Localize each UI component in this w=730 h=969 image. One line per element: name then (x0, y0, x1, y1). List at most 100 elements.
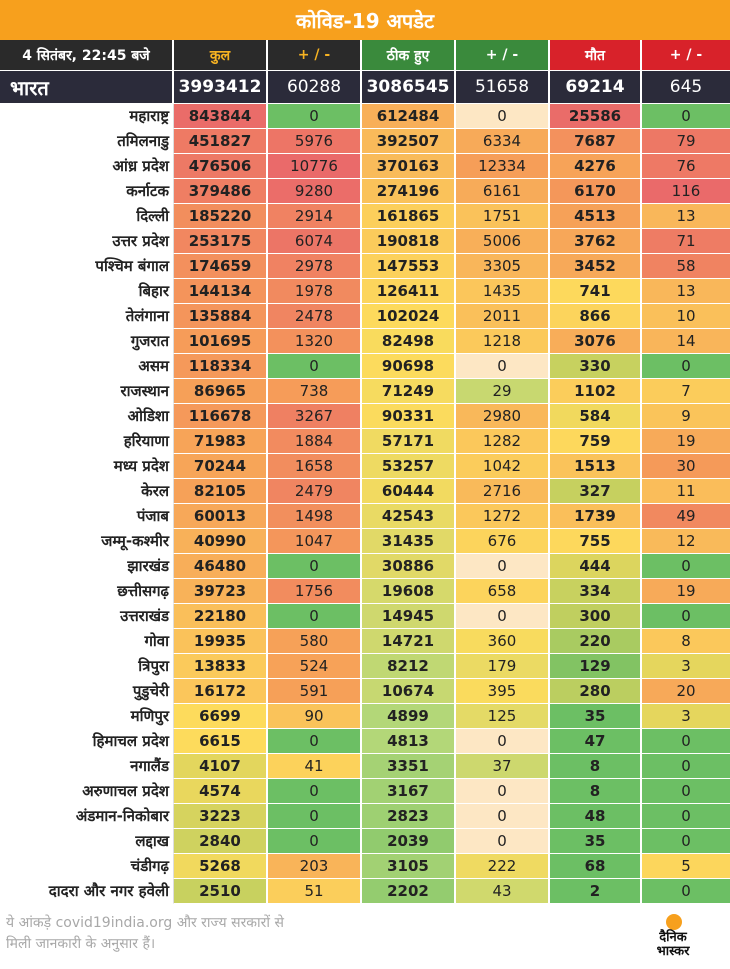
state-total: 60013 (174, 504, 268, 529)
state-deaths: 220 (550, 629, 642, 654)
col-recovered-header: ठीक हुए (362, 40, 456, 71)
state-deaths-change: 7 (642, 379, 730, 404)
national-row: भारत 3993412 60288 3086545 51658 69214 6… (0, 71, 730, 104)
state-recovered-change: 1272 (456, 504, 550, 529)
table-row: उत्तराखंड 22180 0 14945 0 300 0 (0, 604, 730, 629)
state-total-change: 3267 (268, 404, 362, 429)
table-row: हरियाणा 71983 1884 57171 1282 759 19 (0, 429, 730, 454)
state-recovered-change: 3305 (456, 254, 550, 279)
state-deaths: 68 (550, 854, 642, 879)
state-recovered: 4813 (362, 729, 456, 754)
table-row: झारखंड 46480 0 30886 0 444 0 (0, 554, 730, 579)
state-name: अरुणाचल प्रदेश (0, 779, 174, 804)
state-total-change: 5976 (268, 129, 362, 154)
state-total-change: 1498 (268, 504, 362, 529)
state-deaths-change: 8 (642, 629, 730, 654)
state-deaths-change: 30 (642, 454, 730, 479)
state-total-change: 51 (268, 879, 362, 904)
state-total-change: 41 (268, 754, 362, 779)
state-recovered: 274196 (362, 179, 456, 204)
table-row: लद्दाख 2840 0 2039 0 35 0 (0, 829, 730, 854)
state-total-change: 2478 (268, 304, 362, 329)
state-recovered: 126411 (362, 279, 456, 304)
state-name: असम (0, 354, 174, 379)
state-recovered: 612484 (362, 104, 456, 129)
state-total-change: 580 (268, 629, 362, 654)
state-total: 40990 (174, 529, 268, 554)
state-name: तेलंगाना (0, 304, 174, 329)
state-recovered-change: 222 (456, 854, 550, 879)
table-row: केरल 82105 2479 60444 2716 327 11 (0, 479, 730, 504)
state-recovered-change: 12334 (456, 154, 550, 179)
state-recovered: 14945 (362, 604, 456, 629)
state-deaths-change: 3 (642, 654, 730, 679)
state-recovered-change: 360 (456, 629, 550, 654)
state-deaths-change: 0 (642, 829, 730, 854)
state-deaths: 1739 (550, 504, 642, 529)
state-deaths-change: 5 (642, 854, 730, 879)
table-row: जम्मू-कश्मीर 40990 1047 31435 676 755 12 (0, 529, 730, 554)
state-total-change: 0 (268, 804, 362, 829)
state-deaths: 280 (550, 679, 642, 704)
table-row: मणिपुर 6699 90 4899 125 35 3 (0, 704, 730, 729)
state-recovered: 190818 (362, 229, 456, 254)
state-total-change: 10776 (268, 154, 362, 179)
state-recovered: 161865 (362, 204, 456, 229)
state-name: बिहार (0, 279, 174, 304)
table-row: कर्नाटक 379486 9280 274196 6161 6170 116 (0, 179, 730, 204)
state-recovered-change: 43 (456, 879, 550, 904)
state-total-change: 0 (268, 779, 362, 804)
page-title: कोविड-19 अपडेट (0, 0, 730, 40)
table-row: महाराष्ट्र 843844 0 612484 0 25586 0 (0, 104, 730, 129)
state-name: चंडीगढ़ (0, 854, 174, 879)
state-recovered-change: 1042 (456, 454, 550, 479)
state-name: त्रिपुरा (0, 654, 174, 679)
state-deaths: 6170 (550, 179, 642, 204)
state-name: पुडुचेरी (0, 679, 174, 704)
state-recovered: 370163 (362, 154, 456, 179)
state-deaths: 25586 (550, 104, 642, 129)
state-total: 16172 (174, 679, 268, 704)
state-recovered-change: 395 (456, 679, 550, 704)
state-name: मध्य प्रदेश (0, 454, 174, 479)
state-name: केरल (0, 479, 174, 504)
national-total: 3993412 (174, 71, 268, 104)
state-recovered: 2039 (362, 829, 456, 854)
state-total: 116678 (174, 404, 268, 429)
state-total-change: 0 (268, 554, 362, 579)
national-recovered-change: 51658 (456, 71, 550, 104)
state-recovered-change: 0 (456, 804, 550, 829)
state-recovered: 57171 (362, 429, 456, 454)
state-deaths: 334 (550, 579, 642, 604)
table-row: गोवा 19935 580 14721 360 220 8 (0, 629, 730, 654)
state-total: 19935 (174, 629, 268, 654)
state-recovered: 19608 (362, 579, 456, 604)
state-recovered-change: 1282 (456, 429, 550, 454)
state-recovered-change: 0 (456, 554, 550, 579)
state-total-change: 6074 (268, 229, 362, 254)
state-deaths: 4513 (550, 204, 642, 229)
national-name: भारत (0, 71, 174, 104)
state-recovered: 4899 (362, 704, 456, 729)
state-deaths-change: 20 (642, 679, 730, 704)
table-row: आंध्र प्रदेश 476506 10776 370163 12334 4276 76 (0, 154, 730, 179)
state-total: 3223 (174, 804, 268, 829)
state-total: 101695 (174, 329, 268, 354)
state-total: 86965 (174, 379, 268, 404)
state-deaths-change: 58 (642, 254, 730, 279)
logo-line-1: दैनिक (659, 930, 687, 945)
state-name: ओडिशा (0, 404, 174, 429)
state-deaths-change: 0 (642, 729, 730, 754)
update-date: 4 सितंबर, 22:45 बजे (0, 40, 174, 71)
state-deaths-change: 13 (642, 204, 730, 229)
state-deaths: 47 (550, 729, 642, 754)
state-recovered-change: 2716 (456, 479, 550, 504)
table-row: नगालैंड 4107 41 3351 37 8 0 (0, 754, 730, 779)
state-deaths-change: 116 (642, 179, 730, 204)
state-total-change: 2479 (268, 479, 362, 504)
state-deaths: 8 (550, 779, 642, 804)
state-total: 476506 (174, 154, 268, 179)
state-total-change: 1756 (268, 579, 362, 604)
state-deaths-change: 76 (642, 154, 730, 179)
state-name: जम्मू-कश्मीर (0, 529, 174, 554)
